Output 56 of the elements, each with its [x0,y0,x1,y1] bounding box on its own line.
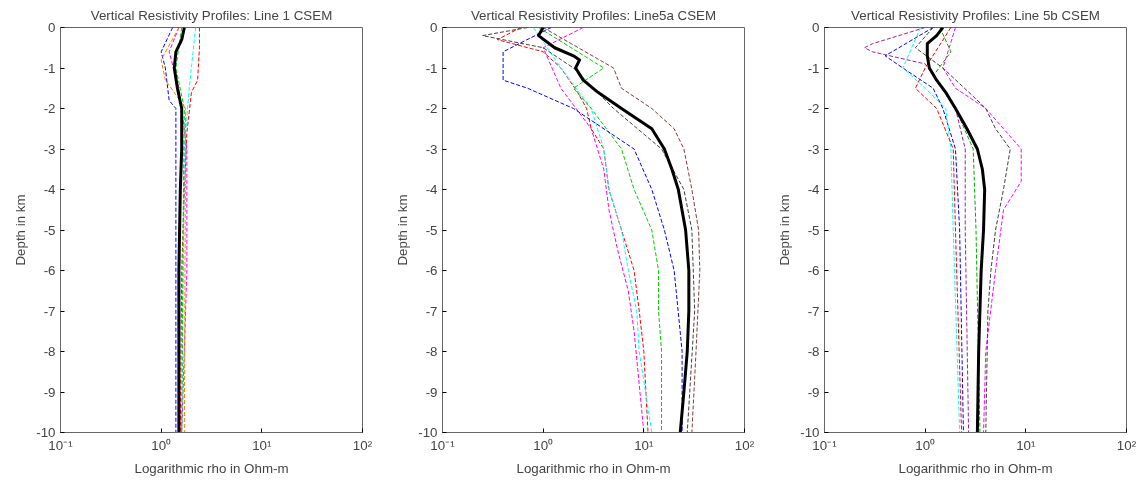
x-tick-label: 10⁻¹ [48,437,74,453]
x-tick-label: 10⁰ [915,437,936,453]
y-tick-label: -6 [807,263,820,278]
x-tick-label: 10¹ [634,437,655,453]
chart-title: Vertical Resistivity Profiles: Line 1 CSEM [90,7,333,23]
y-tick-label: -4 [807,182,821,197]
x-tick-label: 10⁻¹ [812,437,838,453]
y-tick-label: -1 [425,60,438,76]
y-tick-label: -6 [425,263,438,278]
chart-title: Vertical Resistivity Profiles: Line5a CSEM [470,7,717,23]
y-tick-label: -9 [807,384,820,400]
y-tick-label: -2 [43,101,56,116]
y-tick-label: -9 [43,384,56,400]
y-tick-label: -10 [418,425,438,440]
y-axis-title: Depth in km [777,194,793,266]
y-tick-label: -1 [807,60,820,76]
y-tick-label: -10 [36,425,56,440]
x-tick-label: 10² [1116,437,1137,453]
y-tick-label: -5 [807,222,820,238]
chart-title: Vertical Resistivity Profiles: Line 5b CSEM [851,7,1100,23]
y-tick-label: -4 [425,182,439,197]
x-axis-title: Logarithmic rho in Ohm-m [516,460,671,476]
x-tick-label: 10² [352,437,373,453]
y-tick-label: 0 [430,20,438,35]
y-tick-label: -2 [425,101,438,116]
x-axis-title: Logarithmic rho in Ohm-m [134,460,289,476]
line-series [160,27,177,433]
x-tick-label: 10¹ [252,437,273,453]
y-tick-label: -8 [425,344,438,359]
y-tick-label: -2 [807,101,820,116]
y-tick-label: -3 [807,141,820,157]
y-tick-label: -5 [43,222,56,238]
y-tick-label: -5 [425,222,438,238]
x-tick-label: 10² [734,437,755,453]
y-tick-label: -4 [43,182,57,197]
x-tick-label: 10⁰ [533,437,554,453]
y-tick-label: -7 [425,303,438,319]
y-axis-title: Depth in km [395,194,411,266]
y-tick-label: -9 [425,384,438,400]
y-tick-label: 0 [48,20,56,35]
x-tick-label: 10⁰ [151,437,172,453]
y-tick-label: -10 [800,425,820,440]
y-tick-label: 0 [812,20,820,35]
x-tick-label: 10⁻¹ [430,437,456,453]
line-series [160,27,187,433]
y-tick-label: -3 [425,141,438,157]
x-tick-label: 10¹ [1016,437,1037,453]
y-tick-label: -7 [43,303,56,319]
y-tick-label: -1 [43,60,56,76]
y-tick-label: -8 [43,344,56,359]
y-tick-label: -3 [43,141,56,157]
y-tick-label: -8 [807,344,820,359]
y-axis-title: Depth in km [13,194,29,266]
y-tick-label: -7 [807,303,820,319]
x-axis-title: Logarithmic rho in Ohm-m [898,460,1053,476]
y-tick-label: -6 [43,263,56,278]
